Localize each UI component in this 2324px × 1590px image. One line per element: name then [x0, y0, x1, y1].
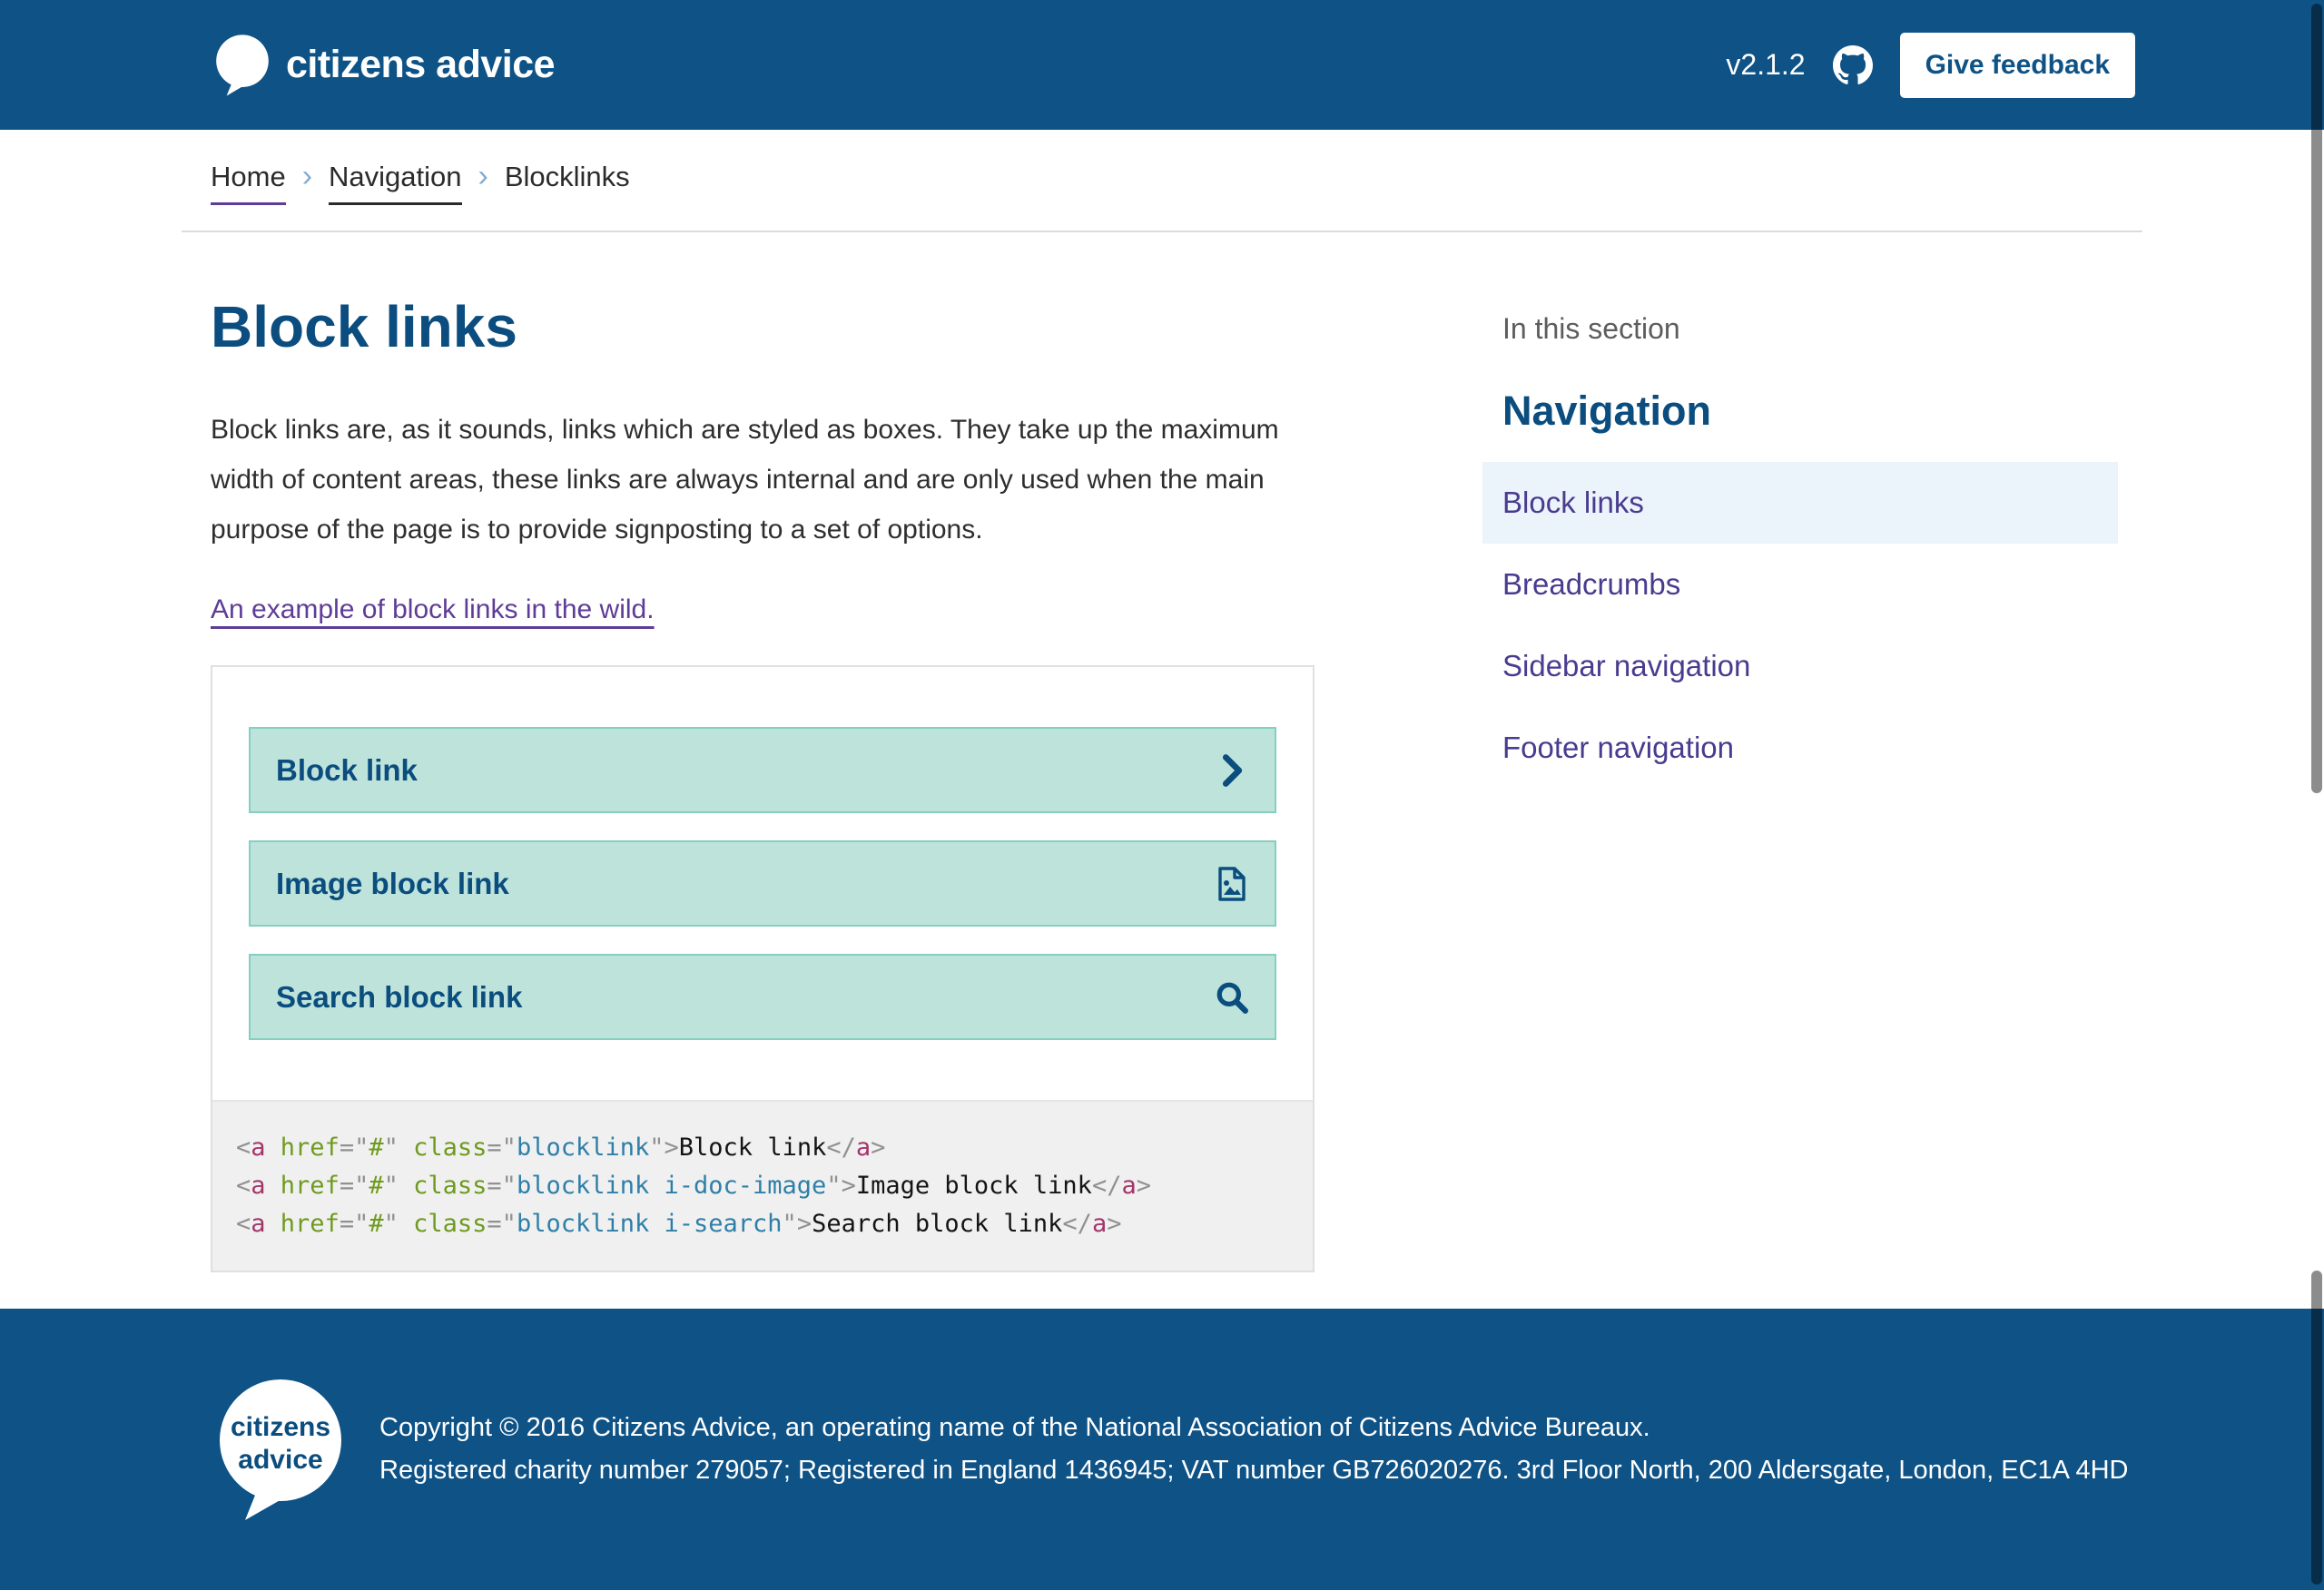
chevron-separator-icon: › — [478, 159, 488, 193]
example-container: Block link Image block link — [211, 665, 1315, 1272]
breadcrumb: Home › Navigation › Blocklinks — [0, 159, 2324, 205]
sidebar: In this section Navigation Block links B… — [1482, 232, 2118, 1272]
block-link-label: Search block link — [276, 979, 523, 1014]
sidebar-heading: Navigation — [1502, 388, 1712, 434]
search-icon — [1216, 982, 1248, 1014]
chevron-right-icon — [1222, 753, 1243, 787]
copyright-line-2: Registered charity number 279057; Regist… — [379, 1456, 2129, 1485]
footer: citizens advice Copyright © 2016 Citizen… — [0, 1309, 2324, 1590]
breadcrumb-navigation-link[interactable]: Navigation — [329, 161, 462, 205]
image-block-link[interactable]: Image block link — [249, 840, 1276, 927]
breadcrumb-divider — [182, 231, 2142, 232]
doc-image-icon — [1218, 866, 1246, 901]
breadcrumb-current: Blocklinks — [504, 161, 630, 192]
block-link-label: Block link — [276, 752, 418, 787]
sidebar-item-sidebar-navigation[interactable]: Sidebar navigation — [1502, 649, 1751, 682]
code-snippet: <a href="#" class="blocklink">Block link… — [212, 1102, 1313, 1271]
footer-logo: citizens advice — [218, 1377, 343, 1522]
example-in-wild-link[interactable]: An example of block links in the wild. — [211, 594, 655, 624]
sidebar-item-block-links[interactable]: Block links — [1482, 462, 2118, 544]
header: citizens advice v2.1.2 Give feedback — [0, 0, 2324, 130]
brand-logo-link[interactable]: citizens advice — [215, 34, 556, 97]
sidebar-item-footer-navigation[interactable]: Footer navigation — [1502, 731, 1734, 764]
scrollbar-thumb[interactable] — [2311, 4, 2322, 793]
speech-bubble-logo-icon — [220, 1379, 341, 1520]
breadcrumb-home-link[interactable]: Home — [211, 161, 286, 205]
example-panel: Block link Image block link — [212, 667, 1313, 1102]
sidebar-item-breadcrumbs[interactable]: Breadcrumbs — [1502, 567, 1681, 601]
speech-bubble-logo-icon — [216, 34, 269, 96]
footer-copyright: Copyright © 2016 Citizens Advice, an ope… — [379, 1407, 2129, 1492]
brand-name: citizens advice — [286, 43, 556, 86]
page-title: Block links — [211, 294, 517, 359]
intro-paragraph: Block links are, as it sounds, links whi… — [211, 415, 1279, 545]
scrollbar-thumb[interactable] — [2311, 1271, 2322, 1585]
copyright-line-1: Copyright © 2016 Citizens Advice, an ope… — [379, 1413, 1650, 1442]
in-this-section-label: In this section — [1502, 312, 1680, 345]
give-feedback-button[interactable]: Give feedback — [1899, 32, 2135, 98]
block-link-label: Image block link — [276, 866, 509, 900]
chevron-separator-icon: › — [301, 159, 313, 193]
footer-logo-text: citizens advice — [230, 1412, 331, 1475]
header-right: v2.1.2 Give feedback — [1726, 32, 2135, 98]
search-block-link[interactable]: Search block link — [249, 954, 1276, 1040]
sidebar-list: Block links Breadcrumbs Sidebar navigati… — [1482, 462, 2118, 789]
block-link[interactable]: Block link — [249, 727, 1276, 813]
content: Block links Block links are, as it sound… — [0, 232, 2324, 1272]
breadcrumb-bar: Home › Navigation › Blocklinks — [0, 130, 2324, 232]
version-label: v2.1.2 — [1726, 48, 1806, 81]
main-column: Block links Block links are, as it sound… — [211, 232, 1315, 1272]
github-icon[interactable] — [1832, 44, 1873, 85]
